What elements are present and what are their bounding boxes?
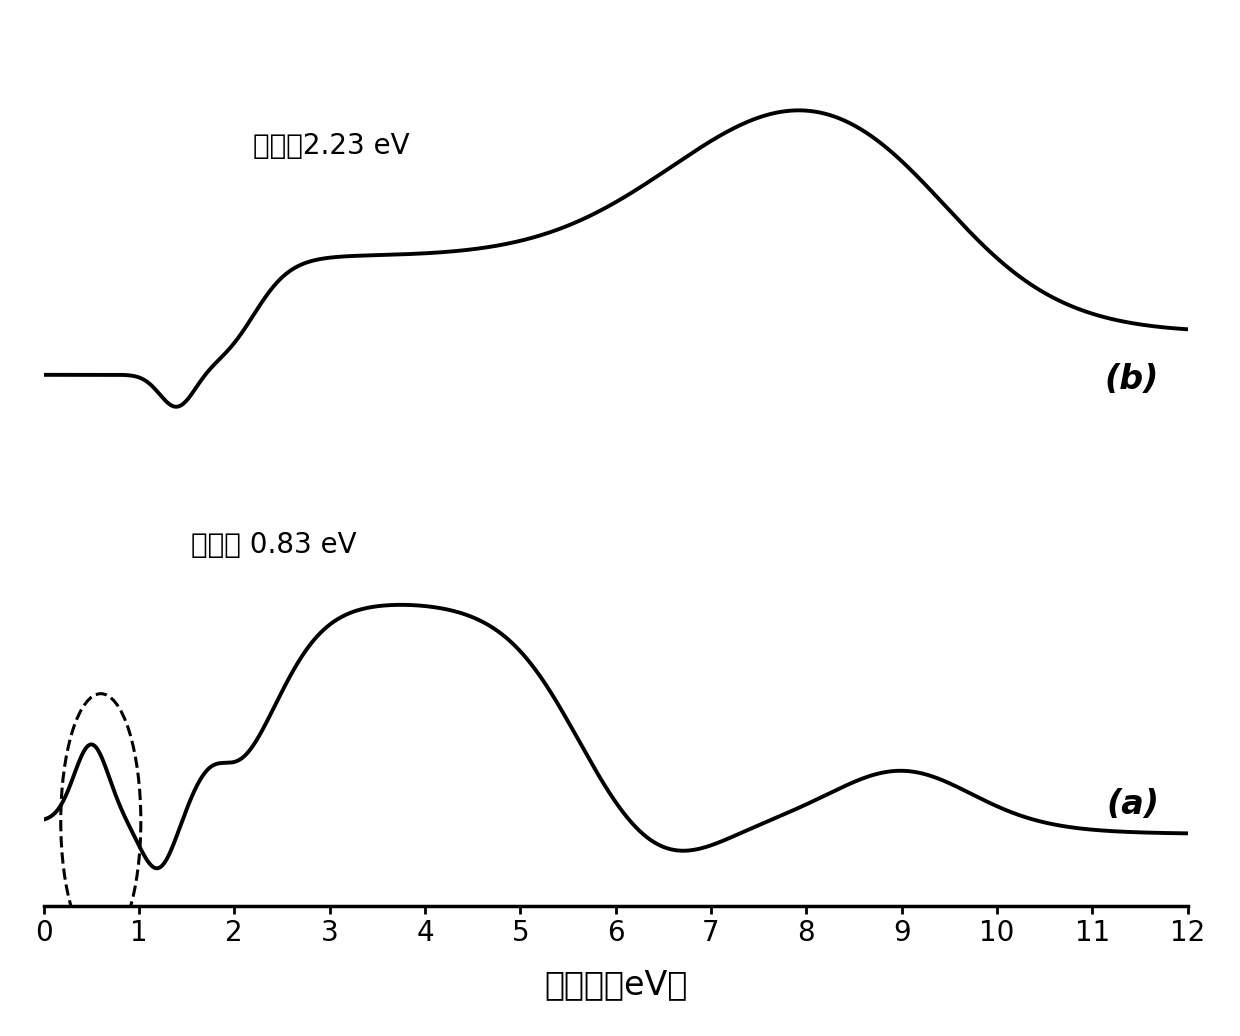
X-axis label: 结合能（eV）: 结合能（eV）: [544, 969, 687, 1001]
Text: (a): (a): [1106, 788, 1159, 822]
Text: 价带顶2.23 eV: 价带顶2.23 eV: [253, 132, 410, 160]
Text: 价带顶 0.83 eV: 价带顶 0.83 eV: [191, 531, 357, 559]
Text: (b): (b): [1105, 363, 1159, 396]
